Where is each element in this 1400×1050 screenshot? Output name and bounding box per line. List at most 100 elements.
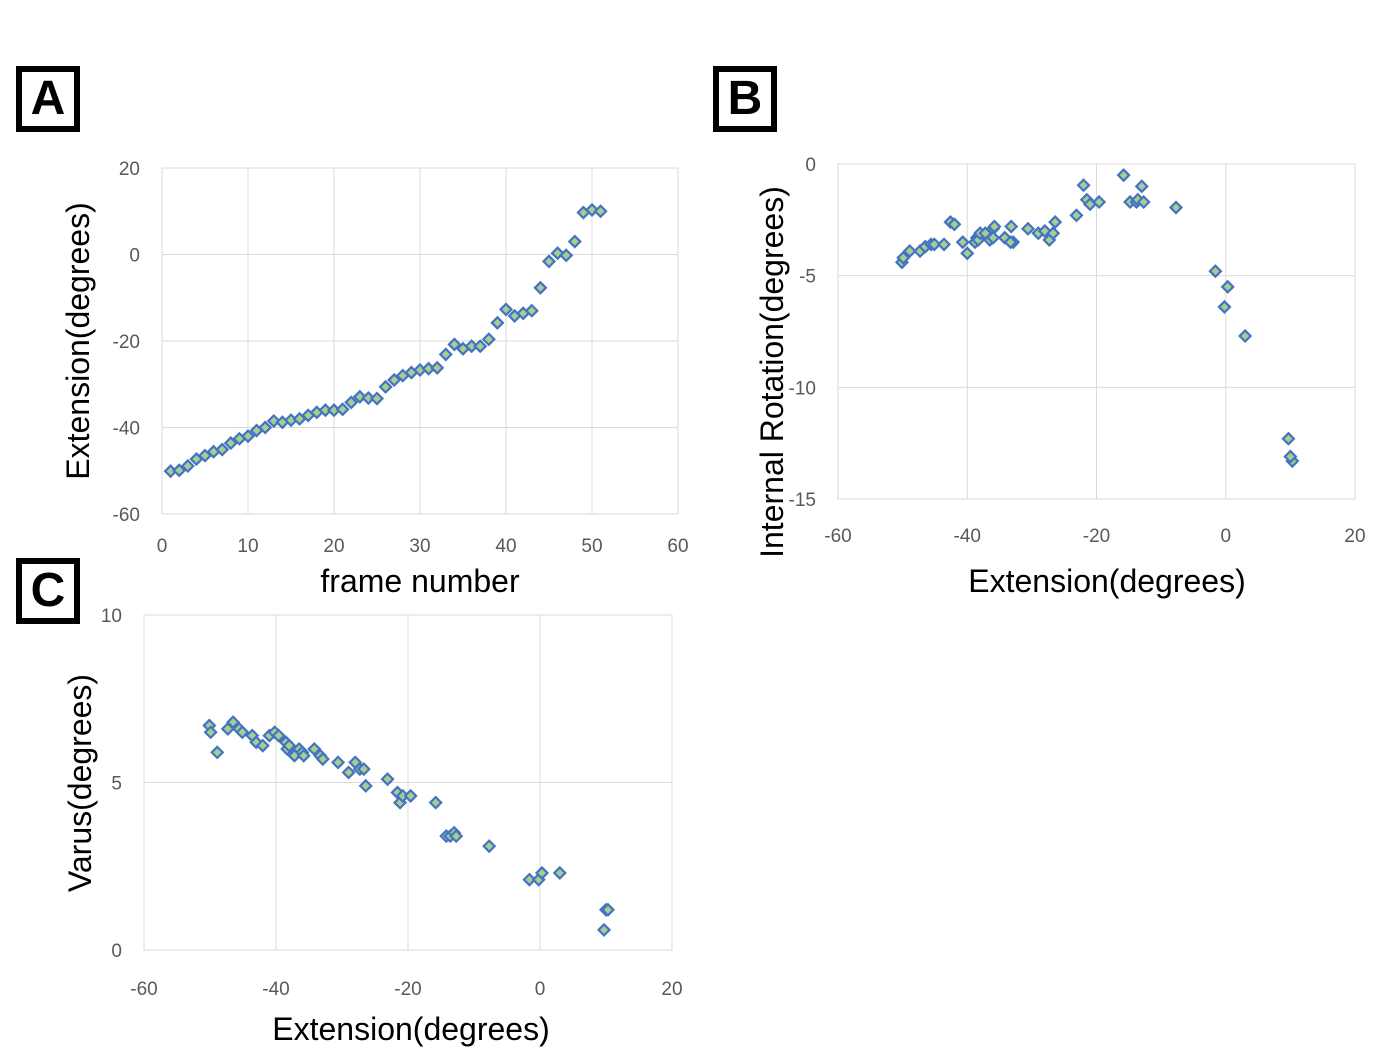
x-tick-label: -60 bbox=[824, 526, 851, 547]
data-point bbox=[341, 765, 356, 780]
y-tick-label: -10 bbox=[789, 378, 816, 399]
panel-label-b: B bbox=[713, 66, 777, 132]
data-point bbox=[203, 725, 218, 740]
data-point bbox=[600, 902, 616, 917]
x-tick-label: 0 bbox=[535, 979, 546, 1000]
data-point bbox=[1048, 215, 1063, 230]
data-point bbox=[955, 235, 970, 250]
chart-c: -60 -40 -20 0 20 0 5 10 Extension(degrees) Varus(… bbox=[62, 606, 683, 1047]
data-point bbox=[255, 738, 270, 753]
y-tick-label: 0 bbox=[805, 155, 816, 176]
data-point bbox=[927, 237, 942, 252]
data-point bbox=[240, 429, 256, 444]
x-tick-label: 60 bbox=[667, 536, 688, 557]
data-point bbox=[282, 738, 297, 753]
data-point bbox=[986, 230, 1001, 245]
y-tick-label: -60 bbox=[113, 505, 140, 526]
data-point bbox=[1003, 235, 1018, 250]
x-tick-label: 20 bbox=[1344, 526, 1365, 547]
data-point bbox=[524, 303, 539, 318]
data-point bbox=[330, 755, 346, 770]
x-axis-title: frame number bbox=[320, 563, 520, 599]
data-point bbox=[428, 795, 443, 810]
panel-label-c: C bbox=[16, 558, 80, 624]
data-point bbox=[584, 202, 600, 218]
y-tick-label: -20 bbox=[113, 332, 140, 353]
panel-label-a: A bbox=[16, 66, 80, 132]
x-tick-label: -40 bbox=[954, 526, 981, 547]
data-point bbox=[593, 204, 608, 219]
data-point bbox=[1004, 219, 1019, 234]
x-tick-label: -20 bbox=[394, 979, 421, 1000]
data-point bbox=[481, 332, 496, 347]
data-point bbox=[356, 762, 371, 777]
data-point bbox=[1217, 299, 1232, 314]
y-tick-label: 5 bbox=[111, 774, 122, 795]
data-point bbox=[387, 372, 402, 387]
y-axis-title: Extension(degrees) bbox=[60, 202, 96, 479]
chart-a: 0 10 20 30 40 50 60 -60 -40 -20 0 20 frame number Ext… bbox=[60, 159, 689, 599]
data-point bbox=[1281, 431, 1296, 446]
data-point bbox=[541, 254, 557, 269]
y-tick-label: 0 bbox=[111, 941, 122, 962]
data-point bbox=[449, 829, 464, 844]
data-point bbox=[1238, 328, 1253, 344]
data-point bbox=[235, 725, 250, 740]
data-point bbox=[490, 315, 505, 330]
y-tick-label: 10 bbox=[101, 606, 122, 627]
x-axis-title: Extension(degrees) bbox=[272, 1011, 549, 1047]
data-point bbox=[1046, 226, 1061, 241]
data-point bbox=[1069, 208, 1084, 223]
data-point bbox=[335, 402, 350, 417]
x-tick-label: 10 bbox=[237, 536, 258, 557]
data-point bbox=[473, 339, 488, 354]
data-point bbox=[258, 420, 273, 435]
data-point bbox=[1076, 178, 1091, 193]
data-point bbox=[1020, 221, 1036, 236]
x-tick-label: 30 bbox=[409, 536, 430, 557]
data-point bbox=[180, 458, 195, 474]
data-point bbox=[172, 463, 187, 478]
x-tick-label: 20 bbox=[661, 979, 682, 1000]
data-point bbox=[1283, 449, 1298, 464]
data-point bbox=[378, 379, 393, 394]
x-tick-label: -20 bbox=[1083, 526, 1110, 547]
x-tick-label: 50 bbox=[581, 536, 602, 557]
x-tick-label: 0 bbox=[157, 536, 168, 557]
data-point bbox=[960, 246, 975, 261]
y-tick-label: -5 bbox=[799, 267, 816, 288]
data-point bbox=[438, 347, 453, 362]
data-point bbox=[1136, 194, 1151, 210]
y-tick-label: 0 bbox=[129, 246, 140, 267]
y-tick-label: -40 bbox=[113, 419, 140, 440]
data-point bbox=[1116, 168, 1131, 183]
data-point bbox=[533, 280, 548, 295]
data-point bbox=[1208, 264, 1223, 279]
y-tick-label: -15 bbox=[789, 490, 816, 511]
data-point bbox=[1092, 194, 1107, 210]
data-point bbox=[403, 788, 418, 803]
data-point bbox=[1134, 179, 1149, 194]
data-point bbox=[315, 751, 330, 767]
data-point bbox=[567, 234, 582, 249]
data-point bbox=[987, 219, 1002, 234]
data-point bbox=[447, 337, 462, 352]
data-point bbox=[498, 302, 514, 317]
data-point bbox=[223, 436, 238, 451]
x-tick-label: 40 bbox=[495, 536, 516, 557]
chart-b: -60 -40 -20 0 20 -15 -10 -5 0 Extension(degrees) I… bbox=[754, 155, 1366, 599]
data-point bbox=[430, 360, 445, 375]
data-point bbox=[552, 865, 567, 881]
data-point bbox=[226, 715, 241, 730]
data-point bbox=[936, 237, 952, 252]
data-point bbox=[361, 391, 376, 406]
data-point bbox=[559, 248, 574, 263]
x-tick-label: 20 bbox=[323, 536, 344, 557]
data-point bbox=[210, 745, 225, 760]
data-point bbox=[596, 922, 612, 937]
data-point bbox=[534, 865, 550, 881]
data-point bbox=[482, 839, 497, 854]
data-point bbox=[358, 778, 373, 793]
data-point bbox=[352, 389, 367, 404]
